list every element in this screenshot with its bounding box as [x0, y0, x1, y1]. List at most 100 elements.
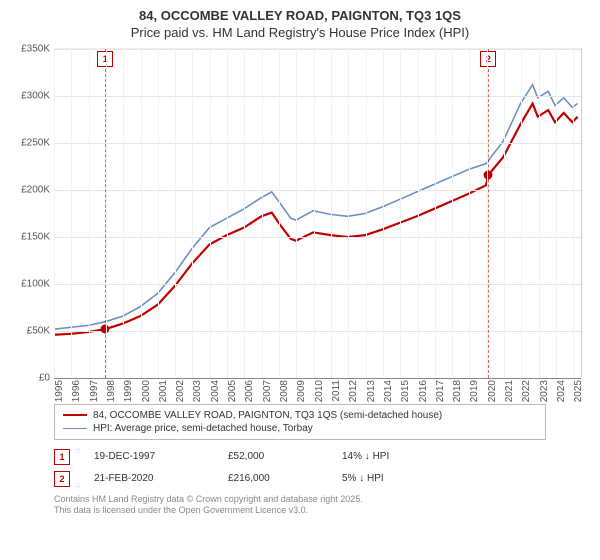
sale-row-date: 19-DEC-1997 — [94, 451, 204, 462]
x-gridline — [54, 48, 55, 378]
footer-line-2: This data is licensed under the Open Gov… — [54, 505, 546, 517]
y-gridline — [54, 143, 581, 144]
x-tick-label: 2022 — [521, 380, 539, 402]
x-gridline — [141, 48, 142, 378]
y-tick-label: £300K — [21, 90, 54, 101]
legend-label: 84, OCCOMBE VALLEY ROAD, PAIGNTON, TQ3 1… — [93, 410, 442, 421]
x-tick-label: 2013 — [366, 380, 384, 402]
y-gridline — [54, 284, 581, 285]
x-tick-label: 2011 — [331, 380, 349, 402]
x-tick-label: 1997 — [89, 380, 107, 402]
x-tick-label: 2016 — [418, 380, 436, 402]
legend-row: HPI: Average price, semi-detached house,… — [63, 422, 537, 435]
x-gridline — [158, 48, 159, 378]
x-gridline — [175, 48, 176, 378]
y-tick-label: £100K — [21, 278, 54, 289]
legend-box: 84, OCCOMBE VALLEY ROAD, PAIGNTON, TQ3 1… — [54, 404, 546, 440]
sale-row: 2 21-FEB-2020 £216,000 5% ↓ HPI — [54, 468, 546, 490]
y-gridline — [54, 49, 581, 50]
series-line-price_paid — [54, 103, 578, 334]
y-gridline — [54, 237, 581, 238]
x-gridline — [331, 48, 332, 378]
x-gridline — [244, 48, 245, 378]
x-gridline — [469, 48, 470, 378]
x-gridline — [400, 48, 401, 378]
y-gridline — [54, 96, 581, 97]
y-tick-label: £200K — [21, 184, 54, 195]
sale-row-index: 1 — [54, 449, 70, 465]
x-tick-label: 2009 — [296, 380, 314, 402]
legend-label: HPI: Average price, semi-detached house,… — [93, 423, 313, 434]
x-gridline — [279, 48, 280, 378]
footer-line-1: Contains HM Land Registry data © Crown c… — [54, 494, 546, 506]
x-axis: 1995199619971998199920002001200220032004… — [54, 378, 582, 398]
x-gridline — [556, 48, 557, 378]
series-line-hpi — [54, 84, 578, 328]
sale-row-price: £52,000 — [228, 451, 318, 462]
title-address: 84, OCCOMBE VALLEY ROAD, PAIGNTON, TQ3 1… — [139, 8, 461, 23]
sale-marker-line — [488, 49, 489, 378]
x-gridline — [539, 48, 540, 378]
x-tick-label: 2018 — [452, 380, 470, 402]
x-gridline — [106, 48, 107, 378]
x-gridline — [71, 48, 72, 378]
x-tick-label: 1999 — [123, 380, 141, 402]
sale-row-price: £216,000 — [228, 473, 318, 484]
x-tick-label: 2005 — [227, 380, 245, 402]
x-tick-label: 2008 — [279, 380, 297, 402]
x-gridline — [418, 48, 419, 378]
x-tick-label: 2003 — [192, 380, 210, 402]
x-gridline — [573, 48, 574, 378]
x-gridline — [366, 48, 367, 378]
x-tick-label: 2006 — [244, 380, 262, 402]
y-tick-label: £350K — [21, 43, 54, 54]
x-gridline — [435, 48, 436, 378]
chart-page: 84, OCCOMBE VALLEY ROAD, PAIGNTON, TQ3 1… — [0, 0, 600, 560]
sale-row-hpi-delta: 5% ↓ HPI — [342, 473, 384, 484]
x-tick-label: 2000 — [141, 380, 159, 402]
x-tick-label: 2001 — [158, 380, 176, 402]
x-tick-label: 2019 — [469, 380, 487, 402]
sale-marker-dot — [484, 170, 493, 179]
x-gridline — [487, 48, 488, 378]
x-gridline — [262, 48, 263, 378]
x-gridline — [227, 48, 228, 378]
y-tick-label: £50K — [27, 325, 54, 336]
plot-region: £0£50K£100K£150K£200K£250K£300K£350K12 — [54, 48, 582, 378]
x-tick-label: 1996 — [71, 380, 89, 402]
attribution-footer: Contains HM Land Registry data © Crown c… — [54, 494, 546, 517]
sale-marker-label: 2 — [480, 51, 496, 67]
x-tick-label: 2023 — [539, 380, 557, 402]
sale-row-hpi-delta: 14% ↓ HPI — [342, 451, 389, 462]
y-tick-label: £250K — [21, 137, 54, 148]
sale-row-date: 21-FEB-2020 — [94, 473, 204, 484]
x-gridline — [296, 48, 297, 378]
x-tick-label: 2020 — [487, 380, 505, 402]
x-tick-label: 2024 — [556, 380, 574, 402]
x-tick-label: 2002 — [175, 380, 193, 402]
legend-row: 84, OCCOMBE VALLEY ROAD, PAIGNTON, TQ3 1… — [63, 409, 537, 422]
x-tick-label: 2004 — [210, 380, 228, 402]
x-gridline — [348, 48, 349, 378]
x-tick-label: 1998 — [106, 380, 124, 402]
x-tick-label: 2015 — [400, 380, 418, 402]
legend-swatch — [63, 414, 87, 416]
x-tick-label: 2021 — [504, 380, 522, 402]
title-subtitle: Price paid vs. HM Land Registry's House … — [131, 25, 469, 40]
sale-row-index: 2 — [54, 471, 70, 487]
x-tick-label: 2012 — [348, 380, 366, 402]
x-gridline — [210, 48, 211, 378]
x-tick-label: 1995 — [54, 380, 72, 402]
x-tick-label: 2025 — [573, 380, 591, 402]
x-gridline — [521, 48, 522, 378]
sales-table: 1 19-DEC-1997 £52,000 14% ↓ HPI 2 21-FEB-2020… — [54, 446, 546, 490]
chart-title: 84, OCCOMBE VALLEY ROAD, PAIGNTON, TQ3 1… — [12, 8, 588, 42]
y-gridline — [54, 190, 581, 191]
x-tick-label: 2010 — [314, 380, 332, 402]
x-gridline — [504, 48, 505, 378]
chart-area: £0£50K£100K£150K£200K£250K£300K£350K12 1… — [54, 48, 582, 398]
x-tick-label: 2007 — [262, 380, 280, 402]
x-gridline — [314, 48, 315, 378]
sale-row: 1 19-DEC-1997 £52,000 14% ↓ HPI — [54, 446, 546, 468]
x-gridline — [123, 48, 124, 378]
